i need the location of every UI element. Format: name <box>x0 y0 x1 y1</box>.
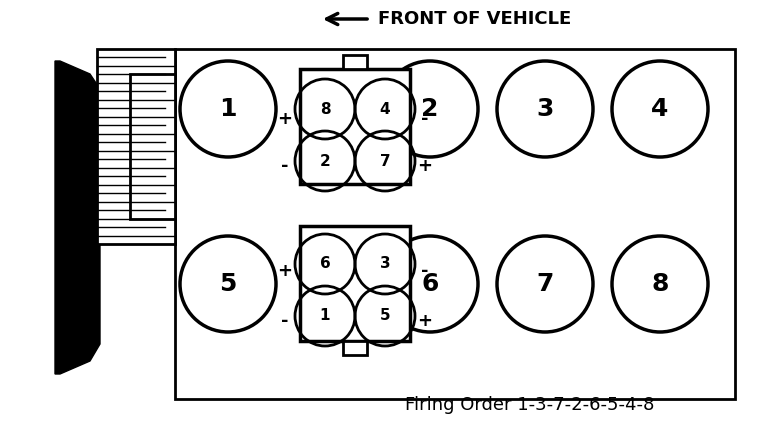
Text: -: - <box>421 110 429 128</box>
Text: 7: 7 <box>380 154 391 169</box>
Text: +: + <box>277 262 293 280</box>
Text: 1: 1 <box>219 97 237 121</box>
Text: +: + <box>277 110 293 128</box>
Bar <box>300 69 410 184</box>
Bar <box>343 341 367 355</box>
Bar <box>300 226 410 341</box>
Text: 4: 4 <box>651 97 669 121</box>
Bar <box>343 55 367 69</box>
Bar <box>97 49 175 244</box>
Text: -: - <box>421 262 429 280</box>
Text: 8: 8 <box>320 102 331 117</box>
Text: 2: 2 <box>421 97 439 121</box>
Bar <box>175 49 735 399</box>
Text: Firing Order 1-3-7-2-6-5-4-8: Firing Order 1-3-7-2-6-5-4-8 <box>405 396 654 414</box>
Text: 7: 7 <box>537 272 554 296</box>
Text: 4: 4 <box>380 102 391 117</box>
Text: FRONT OF VEHICLE: FRONT OF VEHICLE <box>378 10 572 28</box>
Text: -: - <box>281 312 289 330</box>
Text: 3: 3 <box>537 97 554 121</box>
Text: -: - <box>281 157 289 175</box>
Text: 5: 5 <box>220 272 236 296</box>
Text: 8: 8 <box>651 272 669 296</box>
Text: 3: 3 <box>380 257 391 272</box>
Text: 6: 6 <box>320 257 331 272</box>
Text: +: + <box>417 312 432 330</box>
Text: 1: 1 <box>320 308 331 323</box>
Bar <box>130 74 175 219</box>
Polygon shape <box>55 61 100 374</box>
Text: 5: 5 <box>380 308 391 323</box>
Text: 6: 6 <box>421 272 439 296</box>
Text: 2: 2 <box>320 154 331 169</box>
Text: +: + <box>417 157 432 175</box>
